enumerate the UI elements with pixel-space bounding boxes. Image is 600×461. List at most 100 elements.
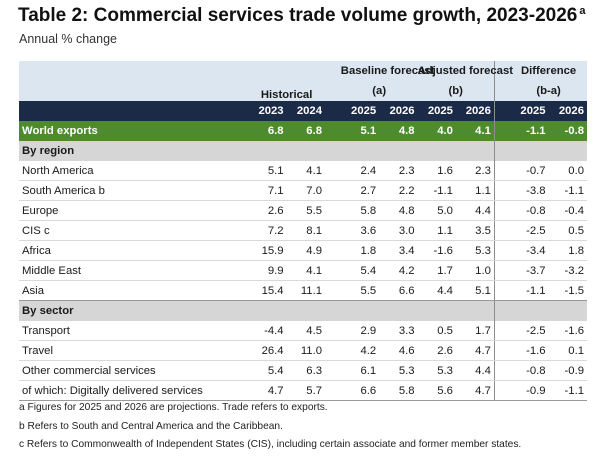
value-cell: 6.8: [248, 121, 287, 141]
value-cell: 6.6: [379, 280, 418, 301]
value-cell: 4.5: [286, 321, 325, 341]
row-label: Transport: [19, 321, 249, 341]
table-row: Africa 15.9 4.9 1.8 3.4 -1.6 5.3 -3.4 1.8: [19, 240, 587, 261]
value-cell: 5.1: [248, 161, 287, 181]
value-cell: -1.5: [548, 280, 587, 301]
value-cell: 5.1: [340, 121, 380, 141]
table-row: Travel 26.4 11.0 4.2 4.6 2.6 4.7 -1.6 0.1: [19, 340, 587, 361]
header-difference-sub: (b-a): [510, 81, 587, 101]
value-cell: 15.9: [248, 240, 287, 261]
value-cell: 3.0: [379, 220, 418, 241]
table-row: Transport -4.4 4.5 2.9 3.3 0.5 1.7 -2.5 -1.6: [19, 321, 587, 341]
value-cell: 0.5: [548, 220, 587, 241]
value-cell: 4.0: [417, 121, 456, 141]
table-row: Europe 2.6 5.5 5.8 4.8 5.0 4.4 -0.8 -0.4: [19, 200, 587, 221]
value-cell: -4.4: [248, 321, 287, 341]
value-cell: 4.7: [248, 380, 287, 401]
value-cell: -3.7: [510, 260, 549, 281]
row-label: Middle East: [19, 260, 249, 281]
value-cell: -0.4: [548, 200, 587, 221]
value-cell: 15.4: [248, 280, 287, 301]
table-row: North America 5.1 4.1 2.4 2.3 1.6 2.3 -0.7 0.0: [19, 161, 587, 181]
value-cell: 5.8: [379, 380, 418, 401]
table-row: Middle East 9.9 4.1 5.4 4.2 1.7 1.0 -3.7 -3.2: [19, 260, 587, 281]
value-cell: 5.5: [340, 280, 380, 301]
table-row: of which: Digitally delivered services 4.…: [19, 380, 587, 401]
section-label: By region: [19, 141, 249, 161]
value-cell: 3.6: [340, 220, 380, 241]
value-cell: -2.5: [510, 220, 549, 241]
value-cell: -1.6: [548, 321, 587, 341]
footnotes: a Figures for 2025 and 2026 are projecti…: [19, 402, 521, 458]
value-cell: 4.4: [417, 280, 456, 301]
footnote-a: a Figures for 2025 and 2026 are projecti…: [19, 402, 328, 413]
title-footnote-marker: a: [579, 5, 586, 17]
value-cell: 7.2: [248, 220, 287, 241]
value-cell: 5.5: [286, 200, 325, 221]
section-row: By region: [19, 141, 587, 161]
value-cell: -0.7: [510, 161, 549, 181]
header-baseline-sub: (a): [340, 81, 418, 101]
table-row: Other commercial services 5.4 6.3 6.1 5.3 5.3…: [19, 360, 587, 381]
value-cell: 5.3: [417, 360, 456, 381]
value-cell: 2.4: [340, 161, 380, 181]
value-cell: -3.4: [510, 240, 549, 261]
value-cell: -1.6: [510, 340, 549, 361]
value-cell: -1.1: [510, 121, 549, 141]
value-cell: 4.7: [455, 340, 495, 361]
value-cell: 4.4: [455, 360, 495, 381]
value-cell: -1.1: [548, 380, 587, 401]
year-cell: 2026: [548, 101, 587, 121]
value-cell: 4.1: [455, 121, 495, 141]
value-cell: 8.1: [286, 220, 325, 241]
value-cell: 5.8: [340, 200, 380, 221]
value-cell: 4.7: [455, 380, 495, 401]
year-cell: 2026: [379, 101, 418, 121]
table-row: Asia 15.4 11.1 5.5 6.6 4.4 5.1 -1.1 -1.5: [19, 280, 587, 301]
value-cell: 5.4: [340, 260, 380, 281]
year-cell: 2026: [455, 101, 495, 121]
value-cell: 6.3: [286, 360, 325, 381]
value-cell: -0.8: [510, 360, 549, 381]
value-cell: -1.1: [417, 180, 456, 201]
world-exports-row: World exports 6.8 6.8 5.1 4.8 4.0 4.1 -1…: [19, 121, 587, 141]
value-cell: 4.1: [286, 161, 325, 181]
header-adjusted-sub: (b): [417, 81, 495, 101]
value-cell: -1.1: [548, 180, 587, 201]
value-cell: 4.9: [286, 240, 325, 261]
value-cell: 1.8: [340, 240, 380, 261]
value-cell: -0.9: [510, 380, 549, 401]
value-cell: 5.7: [286, 380, 325, 401]
table-title: Table 2: Commercial services trade volum…: [18, 5, 586, 26]
value-cell: -2.5: [510, 321, 549, 341]
value-cell: 2.6: [417, 340, 456, 361]
value-cell: 0.5: [417, 321, 456, 341]
value-cell: 2.2: [379, 180, 418, 201]
value-cell: 1.6: [417, 161, 456, 181]
value-cell: 4.2: [340, 340, 380, 361]
header-row-groups: Historical Baseline forecast Adjusted fo…: [19, 61, 587, 101]
value-cell: 7.0: [286, 180, 325, 201]
row-label: Asia: [19, 280, 249, 301]
value-cell: 4.4: [455, 200, 495, 221]
header-baseline: Baseline forecast: [340, 61, 434, 81]
value-cell: 5.3: [379, 360, 418, 381]
value-cell: 1.8: [548, 240, 587, 261]
value-cell: 1.7: [455, 321, 495, 341]
value-cell: 2.3: [455, 161, 495, 181]
row-label: Other commercial services: [19, 360, 249, 381]
row-label: World exports: [19, 121, 249, 141]
row-label: of which: Digitally delivered services: [19, 380, 249, 401]
value-cell: 3.3: [379, 321, 418, 341]
value-cell: -1.1: [510, 280, 549, 301]
value-cell: 5.1: [455, 280, 495, 301]
value-cell: 4.6: [379, 340, 418, 361]
value-cell: 11.0: [286, 340, 325, 361]
value-cell: -0.8: [510, 200, 549, 221]
value-cell: -1.6: [417, 240, 456, 261]
value-cell: 0.1: [548, 340, 587, 361]
trade-volume-table: Historical Baseline forecast Adjusted fo…: [19, 61, 587, 401]
row-label: Africa: [19, 240, 249, 261]
table-subtitle: Annual % change: [19, 32, 117, 46]
